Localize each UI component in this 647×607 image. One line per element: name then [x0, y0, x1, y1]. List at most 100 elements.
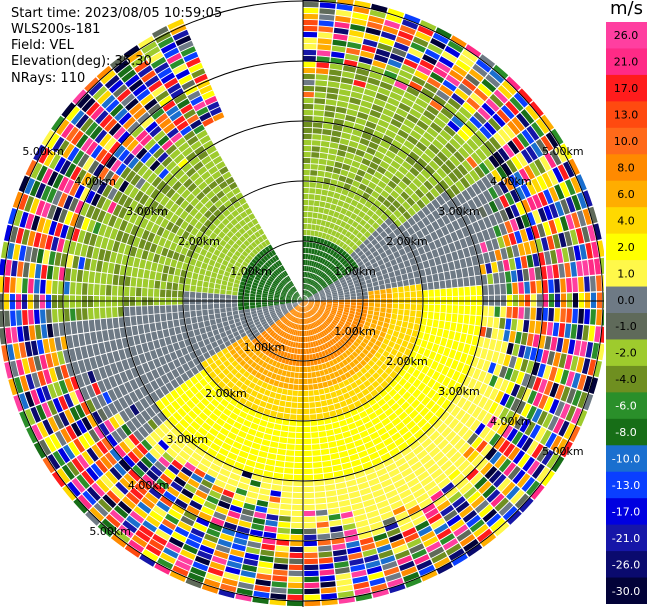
velocity-cell: [303, 297, 307, 301]
velocity-cell: [311, 146, 320, 152]
velocity-cell: [388, 231, 397, 240]
velocity-cell: [259, 400, 267, 408]
velocity-cell: [382, 199, 392, 208]
velocity-cell: [161, 184, 171, 195]
velocity-cell: [350, 564, 366, 572]
velocity-cell: [384, 384, 393, 393]
velocity-cell: [119, 371, 129, 383]
velocity-cell: [332, 344, 338, 351]
velocity-cell: [344, 323, 350, 329]
velocity-cell: [429, 71, 445, 84]
velocity-cell: [410, 310, 416, 317]
velocity-cell: [37, 370, 47, 386]
velocity-cell: [259, 268, 265, 274]
velocity-cell: [240, 425, 250, 433]
velocity-cell: [219, 343, 226, 351]
velocity-cell: [400, 145, 412, 155]
velocity-cell: [154, 203, 164, 215]
velocity-cell: [223, 571, 240, 581]
velocity-cell: [359, 430, 369, 439]
velocity-cell: [167, 344, 175, 353]
velocity-cell: [297, 330, 300, 336]
velocity-cell: [228, 389, 236, 398]
velocity-cell: [163, 172, 174, 184]
velocity-cell: [307, 278, 310, 284]
velocity-cell: [303, 492, 315, 499]
velocity-cell: [390, 318, 397, 325]
velocity-cell: [327, 316, 334, 321]
velocity-cell: [232, 341, 239, 348]
velocity-cell: [121, 496, 136, 510]
velocity-cell: [114, 108, 128, 122]
velocity-cell: [290, 372, 295, 378]
velocity-cell: [175, 206, 184, 217]
velocity-cell: [298, 298, 303, 301]
velocity-cell: [197, 316, 203, 323]
velocity-cell: [118, 307, 124, 317]
velocity-cell: [308, 303, 314, 307]
velocity-cell: [90, 259, 97, 272]
velocity-cell: [264, 356, 271, 363]
velocity-cell: [289, 377, 295, 384]
velocity-cell: [524, 281, 530, 294]
velocity-cell: [441, 203, 451, 214]
velocity-cell: [440, 460, 453, 472]
velocity-cell: [273, 270, 279, 276]
velocity-cell: [292, 298, 298, 301]
velocity-cell: [390, 348, 398, 356]
velocity-cell: [294, 311, 298, 317]
velocity-cell: [221, 316, 228, 323]
velocity-cell: [362, 548, 378, 557]
velocity-cell: [123, 394, 134, 406]
velocity-cell: [365, 121, 377, 130]
velocity-cell: [368, 515, 382, 525]
velocity-cell: [454, 88, 469, 101]
velocity-cell: [284, 407, 291, 414]
velocity-cell: [313, 461, 322, 468]
velocity-cell: [222, 462, 233, 472]
velocity-cell: [503, 410, 515, 424]
velocity-cell: [194, 201, 204, 211]
velocity-cell: [329, 242, 335, 249]
velocity-cell: [215, 544, 231, 554]
velocity-cell: [286, 294, 292, 298]
velocity-cell: [372, 315, 379, 321]
velocity-cell: [190, 527, 205, 538]
velocity-cell: [149, 270, 156, 280]
velocity-cell: [483, 158, 495, 172]
velocity-cell: [295, 444, 303, 451]
velocity-cell: [88, 308, 94, 320]
velocity-cell: [162, 451, 174, 463]
velocity-cell: [244, 552, 259, 561]
velocity-cell: [336, 324, 342, 330]
velocity-cell: [431, 371, 441, 381]
velocity-cell: [239, 284, 245, 290]
velocity-cell: [195, 334, 203, 342]
velocity-cell: [372, 588, 389, 598]
velocity-cell: [303, 331, 305, 337]
velocity-cell: [363, 152, 374, 161]
velocity-cell: [434, 183, 445, 195]
velocity-cell: [290, 322, 294, 328]
velocity-cell: [185, 193, 195, 203]
velocity-cell: [428, 143, 440, 155]
velocity-cell: [296, 354, 300, 360]
velocity-cell: [287, 594, 303, 601]
velocity-cell: [262, 308, 269, 312]
velocity-cell: [264, 312, 270, 316]
velocity-cell: [512, 307, 518, 319]
velocity-cell: [304, 558, 318, 565]
velocity-cell: [461, 267, 469, 278]
velocity-cell: [498, 439, 511, 454]
velocity-cell: [306, 354, 310, 360]
velocity-cell: [83, 231, 92, 245]
velocity-cell: [379, 140, 391, 150]
velocity-cell: [241, 445, 251, 453]
velocity-cell: [360, 50, 375, 59]
velocity-cell: [121, 93, 135, 107]
velocity-cell: [110, 103, 124, 117]
velocity-cell: [207, 331, 214, 338]
velocity-cell: [508, 355, 517, 369]
velocity-cell: [414, 554, 430, 565]
velocity-cell: [466, 432, 479, 445]
